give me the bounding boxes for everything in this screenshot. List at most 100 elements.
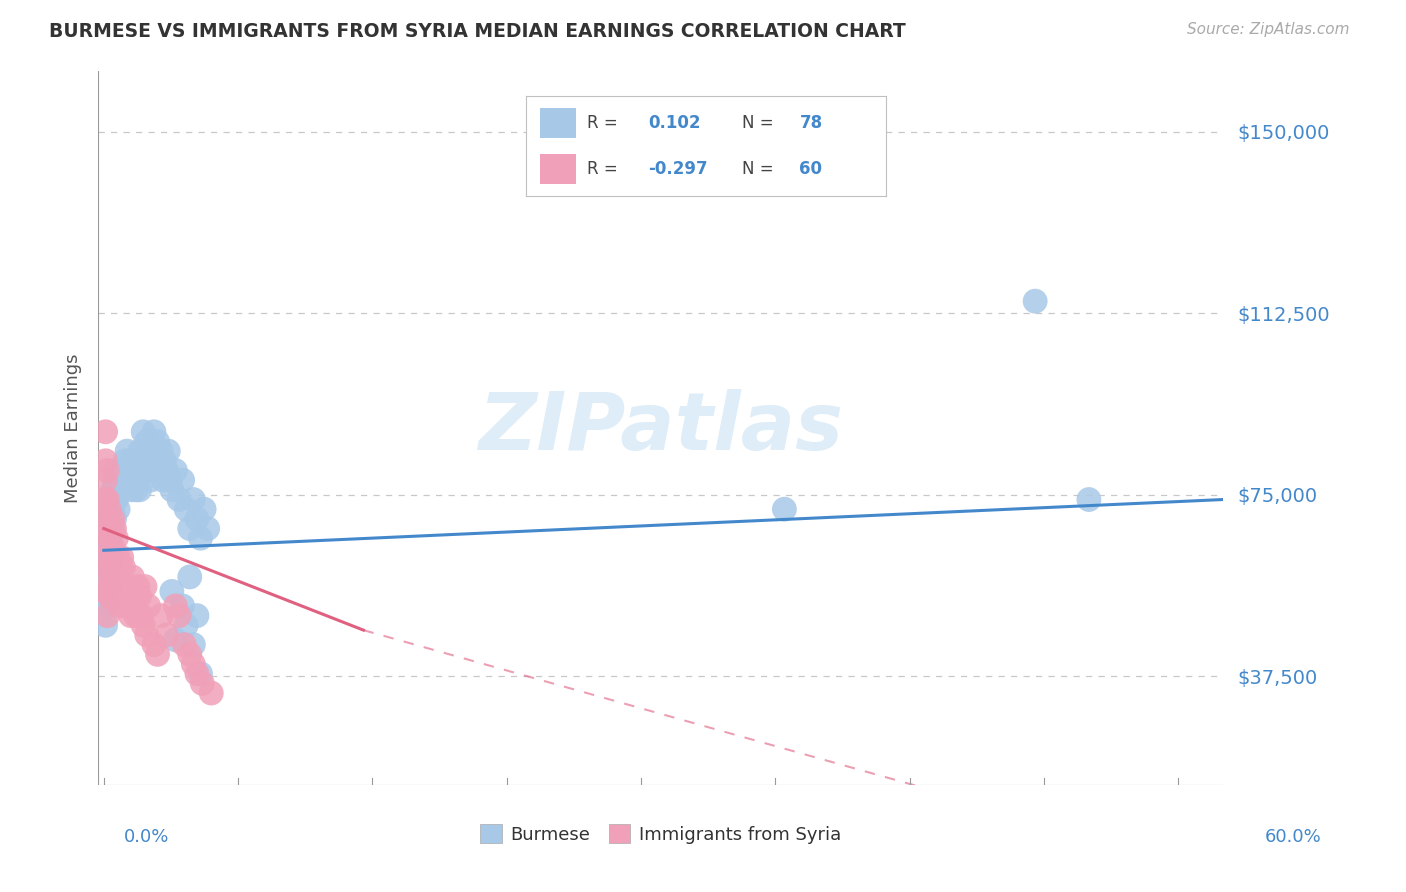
Point	[120, 483, 142, 497]
Point	[96, 492, 118, 507]
Point	[159, 473, 181, 487]
Point	[179, 570, 201, 584]
Point	[94, 473, 117, 487]
Point	[167, 492, 190, 507]
Point	[94, 425, 117, 439]
Point	[115, 444, 138, 458]
Point	[200, 686, 222, 700]
Point	[96, 463, 118, 477]
Point	[98, 531, 121, 545]
Point	[94, 560, 117, 574]
Point	[107, 502, 129, 516]
Point	[127, 463, 149, 477]
Point	[773, 502, 796, 516]
Point	[131, 608, 153, 623]
Point	[155, 463, 177, 477]
Point	[186, 608, 208, 623]
Point	[186, 512, 208, 526]
Point	[100, 550, 122, 565]
Point	[174, 618, 197, 632]
Point	[101, 541, 124, 555]
Point	[100, 492, 122, 507]
Point	[135, 628, 157, 642]
Point	[96, 550, 118, 565]
Text: ZIPatlas: ZIPatlas	[478, 389, 844, 467]
Point	[101, 570, 124, 584]
Point	[105, 492, 128, 507]
Point	[165, 599, 187, 613]
Point	[167, 608, 190, 623]
Point	[98, 541, 121, 555]
Point	[98, 589, 121, 603]
Point	[101, 502, 124, 516]
Point	[138, 463, 160, 477]
Point	[94, 550, 117, 565]
Point	[108, 599, 131, 613]
Point	[105, 531, 128, 545]
Point	[186, 666, 208, 681]
Point	[94, 580, 117, 594]
Point	[111, 473, 134, 487]
Point	[112, 463, 135, 477]
Point	[98, 560, 121, 574]
Point	[132, 425, 155, 439]
Point	[112, 560, 135, 574]
Point	[98, 502, 121, 516]
Point	[172, 599, 194, 613]
Point	[98, 502, 121, 516]
Point	[152, 473, 174, 487]
Point	[141, 444, 163, 458]
Point	[142, 425, 165, 439]
Text: Source: ZipAtlas.com: Source: ZipAtlas.com	[1187, 22, 1350, 37]
Point	[118, 599, 141, 613]
Point	[96, 560, 118, 574]
Point	[128, 589, 150, 603]
Point	[98, 580, 121, 594]
Point	[101, 512, 124, 526]
Point	[127, 580, 149, 594]
Point	[96, 541, 118, 555]
Point	[174, 502, 197, 516]
Point	[101, 483, 124, 497]
Point	[138, 599, 160, 613]
Point	[146, 648, 169, 662]
Text: 60.0%: 60.0%	[1265, 828, 1322, 846]
Point	[120, 608, 142, 623]
Point	[150, 608, 173, 623]
Point	[114, 580, 136, 594]
Point	[172, 473, 194, 487]
Point	[107, 580, 129, 594]
Point	[122, 473, 145, 487]
Point	[98, 560, 121, 574]
Point	[103, 473, 125, 487]
Point	[100, 512, 122, 526]
Point	[121, 454, 143, 468]
Point	[96, 580, 118, 594]
Point	[103, 512, 125, 526]
Point	[96, 608, 118, 623]
Point	[121, 570, 143, 584]
Point	[155, 628, 177, 642]
Text: 0.0%: 0.0%	[124, 828, 169, 846]
Point	[190, 666, 212, 681]
Point	[125, 608, 148, 623]
Point	[157, 444, 180, 458]
Point	[146, 434, 169, 449]
Point	[191, 676, 214, 690]
Point	[1024, 294, 1046, 309]
Point	[111, 550, 134, 565]
Point	[103, 492, 125, 507]
Point	[115, 589, 138, 603]
Point	[118, 463, 141, 477]
Point	[132, 618, 155, 632]
Point	[145, 454, 167, 468]
Point	[103, 550, 125, 565]
Point	[101, 522, 124, 536]
Point	[94, 492, 117, 507]
Point	[160, 584, 183, 599]
Point	[134, 454, 156, 468]
Point	[108, 560, 131, 574]
Point	[173, 638, 195, 652]
Point	[134, 580, 156, 594]
Point	[142, 638, 165, 652]
